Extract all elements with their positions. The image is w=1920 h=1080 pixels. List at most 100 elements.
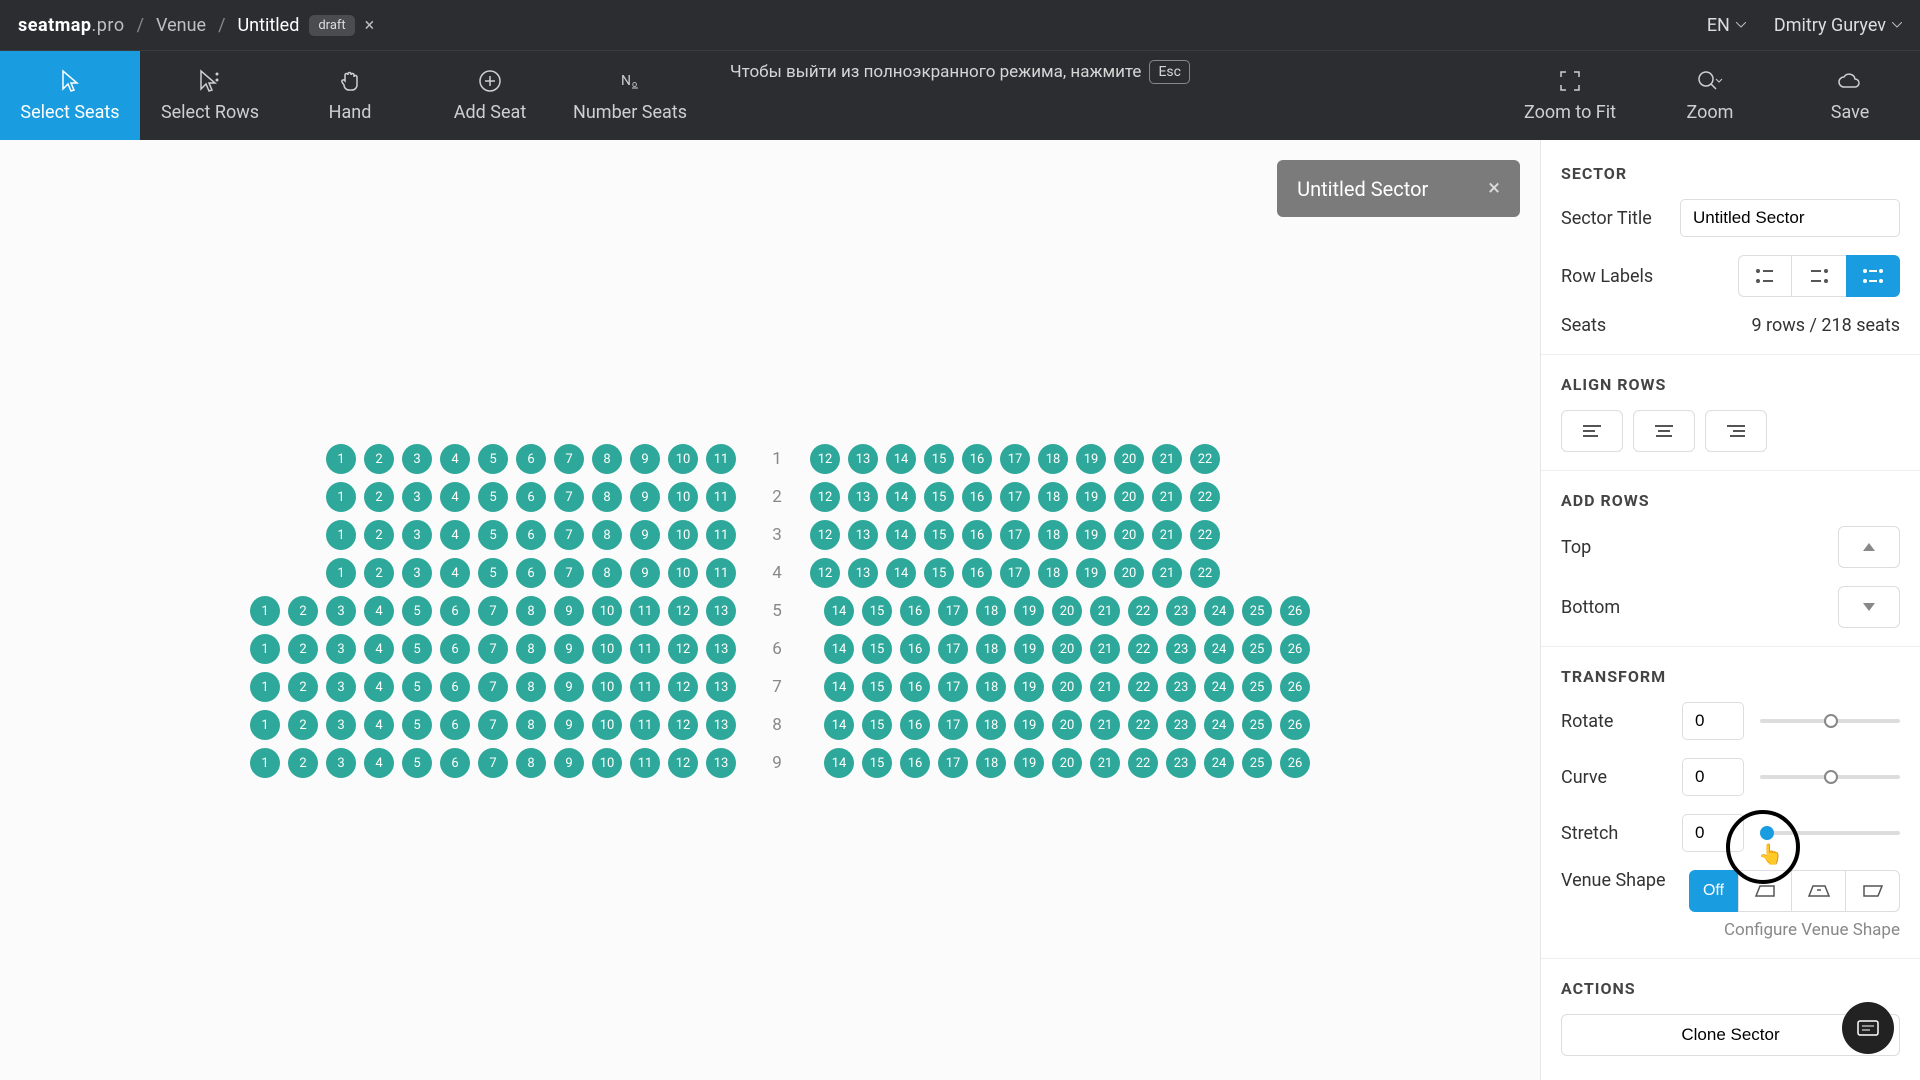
seat[interactable]: 11 (706, 558, 736, 588)
seat[interactable]: 20 (1052, 710, 1082, 740)
seat[interactable]: 4 (440, 444, 470, 474)
tool-number-seats[interactable]: Nо Number Seats (560, 51, 700, 140)
seat[interactable]: 3 (326, 672, 356, 702)
seat[interactable]: 3 (402, 444, 432, 474)
seat[interactable]: 19 (1014, 748, 1044, 778)
seat[interactable]: 15 (924, 482, 954, 512)
seat[interactable]: 18 (976, 672, 1006, 702)
seat[interactable]: 11 (630, 672, 660, 702)
seat[interactable]: 17 (938, 634, 968, 664)
seat[interactable]: 8 (516, 672, 546, 702)
row-labels-right-button[interactable] (1792, 255, 1846, 297)
seat[interactable]: 6 (440, 748, 470, 778)
seat[interactable]: 5 (478, 520, 508, 550)
seat[interactable]: 18 (976, 748, 1006, 778)
seat[interactable]: 16 (900, 748, 930, 778)
seat[interactable]: 26 (1280, 672, 1310, 702)
seat[interactable]: 10 (592, 748, 622, 778)
seat[interactable]: 13 (706, 710, 736, 740)
sector-title-input[interactable] (1680, 199, 1900, 237)
seat[interactable]: 26 (1280, 710, 1310, 740)
seat[interactable]: 18 (976, 710, 1006, 740)
seat[interactable]: 21 (1090, 634, 1120, 664)
seat[interactable]: 21 (1090, 710, 1120, 740)
seat[interactable]: 19 (1014, 596, 1044, 626)
seat[interactable]: 7 (554, 482, 584, 512)
tool-select-rows[interactable]: Select Rows (140, 51, 280, 140)
seat[interactable]: 11 (630, 596, 660, 626)
seat[interactable]: 9 (630, 482, 660, 512)
seat[interactable]: 5 (478, 482, 508, 512)
seat[interactable]: 15 (862, 710, 892, 740)
seat[interactable]: 18 (1038, 444, 1068, 474)
seat[interactable]: 14 (824, 634, 854, 664)
seat[interactable]: 19 (1076, 558, 1106, 588)
seat[interactable]: 13 (848, 558, 878, 588)
seat[interactable]: 7 (554, 520, 584, 550)
seat[interactable]: 9 (630, 558, 660, 588)
seat[interactable]: 12 (668, 634, 698, 664)
seat[interactable]: 21 (1090, 672, 1120, 702)
seat[interactable]: 17 (1000, 520, 1030, 550)
seat[interactable]: 12 (810, 558, 840, 588)
seat[interactable]: 6 (440, 710, 470, 740)
seat[interactable]: 10 (592, 672, 622, 702)
seat[interactable]: 7 (478, 596, 508, 626)
seat[interactable]: 12 (810, 520, 840, 550)
seat[interactable]: 20 (1052, 596, 1082, 626)
seat[interactable]: 5 (478, 444, 508, 474)
seat[interactable]: 6 (516, 444, 546, 474)
seat[interactable]: 18 (976, 634, 1006, 664)
seat[interactable]: 12 (668, 596, 698, 626)
align-right-button[interactable] (1705, 410, 1767, 452)
seat[interactable]: 24 (1204, 596, 1234, 626)
seat[interactable]: 1 (326, 444, 356, 474)
seat[interactable]: 1 (250, 634, 280, 664)
seat[interactable]: 2 (288, 710, 318, 740)
seat[interactable]: 21 (1090, 748, 1120, 778)
seat[interactable]: 17 (938, 672, 968, 702)
seat[interactable]: 21 (1152, 558, 1182, 588)
seat[interactable]: 22 (1128, 672, 1158, 702)
seat[interactable]: 12 (668, 672, 698, 702)
seat[interactable]: 22 (1190, 520, 1220, 550)
seat[interactable]: 12 (668, 748, 698, 778)
seat[interactable]: 17 (938, 710, 968, 740)
seat[interactable]: 16 (900, 596, 930, 626)
seat[interactable]: 17 (1000, 444, 1030, 474)
seat[interactable]: 13 (706, 748, 736, 778)
tool-save[interactable]: Save (1780, 51, 1920, 140)
seat[interactable]: 9 (554, 634, 584, 664)
seat[interactable]: 20 (1114, 520, 1144, 550)
seat[interactable]: 19 (1076, 520, 1106, 550)
seat[interactable]: 14 (824, 748, 854, 778)
seat[interactable]: 25 (1242, 634, 1272, 664)
seat[interactable]: 22 (1128, 634, 1158, 664)
seat[interactable]: 14 (824, 596, 854, 626)
seat[interactable]: 20 (1114, 444, 1144, 474)
seat[interactable]: 13 (848, 444, 878, 474)
curve-slider[interactable] (1760, 775, 1900, 779)
seat[interactable]: 2 (364, 444, 394, 474)
seat[interactable]: 5 (478, 558, 508, 588)
seat[interactable]: 1 (326, 558, 356, 588)
seat[interactable]: 23 (1166, 710, 1196, 740)
tool-zoom[interactable]: Zoom (1640, 51, 1780, 140)
seat[interactable]: 16 (962, 558, 992, 588)
stretch-slider[interactable] (1760, 831, 1900, 835)
seat[interactable]: 18 (976, 596, 1006, 626)
seat[interactable]: 5 (402, 634, 432, 664)
seat[interactable]: 9 (554, 672, 584, 702)
seat[interactable]: 10 (592, 634, 622, 664)
seat[interactable]: 7 (478, 748, 508, 778)
seat[interactable]: 17 (938, 748, 968, 778)
seat[interactable]: 22 (1190, 558, 1220, 588)
seat[interactable]: 20 (1052, 634, 1082, 664)
seat[interactable]: 19 (1076, 444, 1106, 474)
seat[interactable]: 3 (402, 558, 432, 588)
seat[interactable]: 7 (554, 444, 584, 474)
seat[interactable]: 24 (1204, 748, 1234, 778)
seat[interactable]: 21 (1152, 482, 1182, 512)
seat[interactable]: 21 (1152, 520, 1182, 550)
seat[interactable]: 16 (900, 634, 930, 664)
